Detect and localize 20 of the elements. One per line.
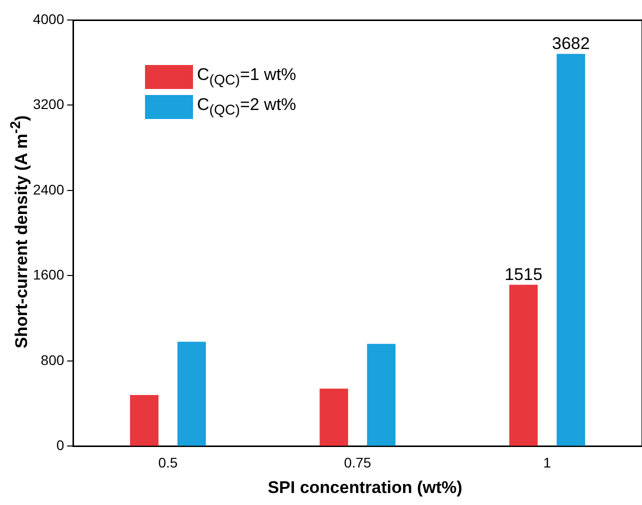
bar [130, 395, 158, 446]
y-tick-label: 800 [40, 352, 64, 368]
bar [177, 342, 206, 446]
x-tick-label: 0.5 [158, 454, 178, 470]
y-tick-label: 4000 [32, 10, 64, 27]
data-label: 3682 [552, 34, 590, 54]
y-tick-label: 0 [56, 437, 64, 454]
legend-label: C$_{(QC)}$=2 wt% [197, 95, 296, 119]
bar [320, 388, 348, 446]
y-tick-label: 1600 [32, 266, 64, 283]
y-tick-label: 3200 [32, 96, 64, 112]
x-tick-label: 1 [543, 454, 552, 470]
legend-label: C$_{(QC)}$=1 wt% [197, 65, 296, 89]
data-label: 1515 [504, 264, 542, 284]
bar [556, 54, 586, 446]
x-tick-label: 0.75 [344, 454, 372, 470]
y-tick-label: 2400 [32, 181, 64, 198]
bar [367, 344, 396, 446]
x-axis-title: SPI concentration (wt%) [266, 478, 464, 498]
bar [509, 284, 538, 446]
